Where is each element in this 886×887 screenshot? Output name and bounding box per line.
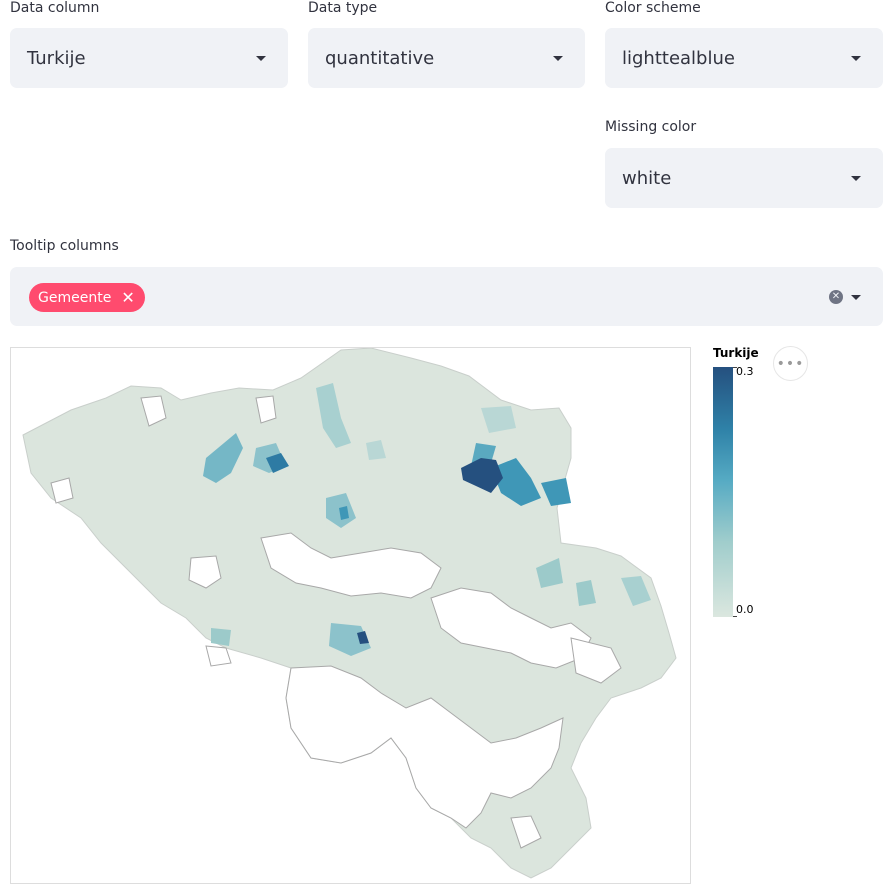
map-region-missing[interactable] — [285, 665, 564, 829]
data-column-label: Data column — [10, 0, 100, 16]
map-region-base[interactable] — [22, 348, 677, 879]
color-scheme-label: Color scheme — [605, 0, 701, 16]
choropleth-map[interactable] — [10, 347, 691, 884]
missing-color-label: Missing color — [605, 119, 697, 135]
chevron-down-icon — [256, 56, 266, 61]
missing-color-value: white — [622, 167, 672, 189]
tooltip-columns-label: Tooltip columns — [10, 238, 119, 254]
tooltip-chip-label: Gemeente — [38, 289, 112, 306]
tooltip-chip-gemeente[interactable]: Gemeente ✕ — [29, 283, 145, 312]
legend-tick — [733, 367, 737, 368]
legend-max-label: 0.3 — [736, 365, 754, 378]
map-region-medium[interactable] — [481, 406, 516, 433]
data-type-label: Data type — [308, 0, 378, 16]
chevron-down-icon — [553, 56, 563, 61]
data-column-value: Turkije — [27, 47, 86, 69]
data-type-select[interactable]: quantitative — [308, 28, 585, 88]
map-region-missing[interactable] — [205, 645, 232, 667]
legend-min-label: 0.0 — [736, 603, 754, 616]
map-region-medium[interactable] — [541, 478, 571, 506]
map-region-missing[interactable] — [255, 395, 277, 424]
map-region-dark[interactable] — [339, 506, 349, 520]
map-region-dark[interactable] — [266, 453, 289, 473]
map-region-medium[interactable] — [491, 458, 541, 506]
tooltip-columns-multiselect[interactable]: Gemeente ✕ ✕ — [10, 267, 883, 326]
map-region-missing[interactable] — [50, 477, 74, 504]
chevron-down-icon — [851, 176, 861, 181]
map-region-missing[interactable] — [140, 395, 167, 427]
ellipsis-icon: ••• — [776, 355, 805, 372]
close-icon[interactable]: ✕ — [121, 287, 135, 307]
map-region-medium[interactable] — [576, 580, 596, 606]
chevron-down-icon[interactable] — [851, 295, 861, 300]
map-region-medium[interactable] — [621, 576, 651, 606]
legend-color-bar — [713, 367, 733, 617]
map-region-missing[interactable] — [188, 555, 222, 589]
color-scheme-value: lighttealblue — [622, 47, 735, 69]
map-region-missing[interactable] — [570, 637, 622, 684]
map-region-dark[interactable] — [461, 458, 503, 493]
map-region-medium[interactable] — [329, 623, 371, 656]
map-region-medium[interactable] — [203, 433, 243, 483]
more-options-button[interactable]: ••• — [773, 346, 808, 381]
missing-color-select[interactable]: white — [605, 148, 883, 208]
map-canvas[interactable] — [11, 348, 690, 883]
legend-title: Turkije — [713, 346, 759, 360]
clear-circle-icon[interactable]: ✕ — [829, 290, 843, 304]
map-region-medium[interactable] — [536, 558, 563, 588]
color-scheme-select[interactable]: lighttealblue — [605, 28, 883, 88]
map-region-dark[interactable] — [357, 631, 369, 644]
data-type-value: quantitative — [325, 47, 435, 69]
map-region-medium[interactable] — [366, 440, 386, 460]
chevron-down-icon — [851, 56, 861, 61]
data-column-select[interactable]: Turkije — [10, 28, 288, 88]
map-region-medium[interactable] — [316, 383, 351, 448]
map-region-medium[interactable] — [211, 628, 231, 646]
map-region-missing[interactable] — [510, 815, 542, 849]
legend-tick — [733, 616, 737, 617]
map-region-missing[interactable] — [260, 532, 442, 599]
